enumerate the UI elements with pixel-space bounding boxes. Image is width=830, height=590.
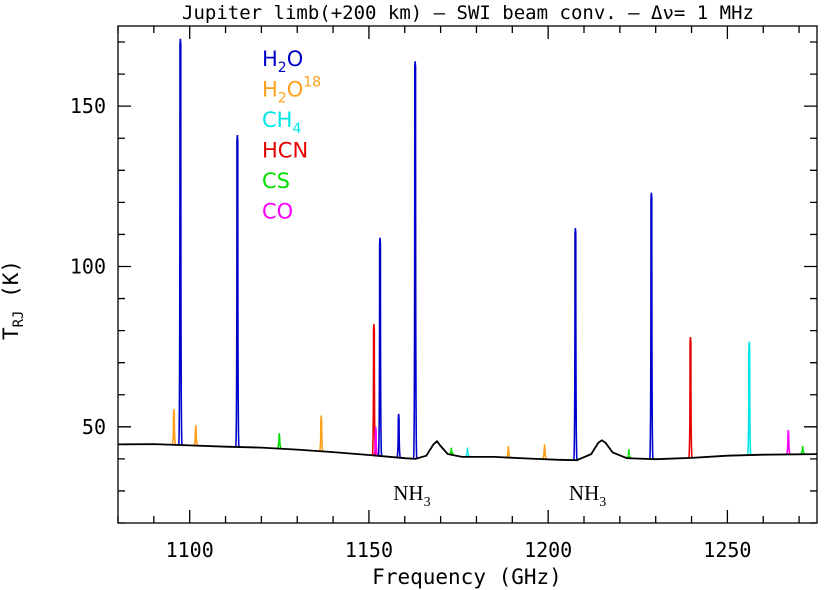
- legend-entry: CO: [262, 200, 293, 224]
- tick-labels: 1100 1150 1200 1250 50 100 150: [70, 94, 752, 562]
- tick-marks: [117, 26, 817, 524]
- y-label-unit: (K): [0, 260, 23, 311]
- legend-entry: H2O: [262, 47, 303, 76]
- y-tick-label: 150: [70, 94, 106, 118]
- line-ch4: [746, 341, 752, 456]
- y-tick-label: 50: [82, 415, 106, 439]
- nh3-annotations: NH3 NH3: [393, 481, 606, 510]
- line-h2o18: [505, 445, 511, 458]
- svg-text:TRJ (K): TRJ (K): [0, 260, 27, 340]
- x-tick-label: 1150: [345, 538, 393, 562]
- annotation-nh3: NH3: [569, 481, 606, 510]
- line-ch4: [465, 447, 470, 458]
- line-cs: [449, 447, 454, 456]
- line-h2o: [648, 192, 654, 460]
- line-h2o: [177, 38, 183, 446]
- y-tick-label: 100: [70, 254, 106, 278]
- legend-entry: CH4: [262, 108, 301, 137]
- continuum-line: [117, 439, 818, 462]
- plot-frame: [117, 25, 818, 524]
- line-h2o: [573, 227, 578, 461]
- line-h2o: [396, 413, 402, 458]
- emission-lines: [171, 38, 806, 461]
- line-h2o: [234, 134, 240, 448]
- y-label-sub: RJ: [11, 311, 27, 328]
- legend-entry: H2O18: [262, 75, 321, 107]
- line-hcn: [688, 336, 693, 459]
- line-co: [373, 426, 379, 456]
- line-cs: [276, 433, 282, 449]
- line-h2o18: [193, 425, 199, 446]
- line-h2o18: [318, 415, 324, 452]
- x-tick-label: 1250: [703, 538, 751, 562]
- annotation-nh3: NH3: [393, 481, 430, 510]
- line-h2o18: [542, 444, 547, 460]
- line-h2o: [412, 61, 418, 460]
- y-label-main: T: [0, 327, 23, 340]
- chart-title: Jupiter limb(+200 km) – SWI beam conv. –…: [182, 2, 754, 24]
- axis-ticks: [117, 26, 817, 524]
- line-cs: [626, 449, 632, 459]
- x-tick-label: 1100: [166, 538, 214, 562]
- x-tick-label: 1200: [524, 538, 572, 562]
- legend-entry: CS: [262, 169, 290, 193]
- line-co: [785, 429, 791, 455]
- x-axis-label: Frequency (GHz): [372, 565, 562, 589]
- y-axis-label: TRJ (K): [0, 260, 27, 340]
- line-cs: [800, 445, 806, 455]
- line-h2o: [377, 237, 383, 457]
- legend-entry: HCN: [262, 139, 308, 163]
- line-h2o18: [171, 409, 177, 446]
